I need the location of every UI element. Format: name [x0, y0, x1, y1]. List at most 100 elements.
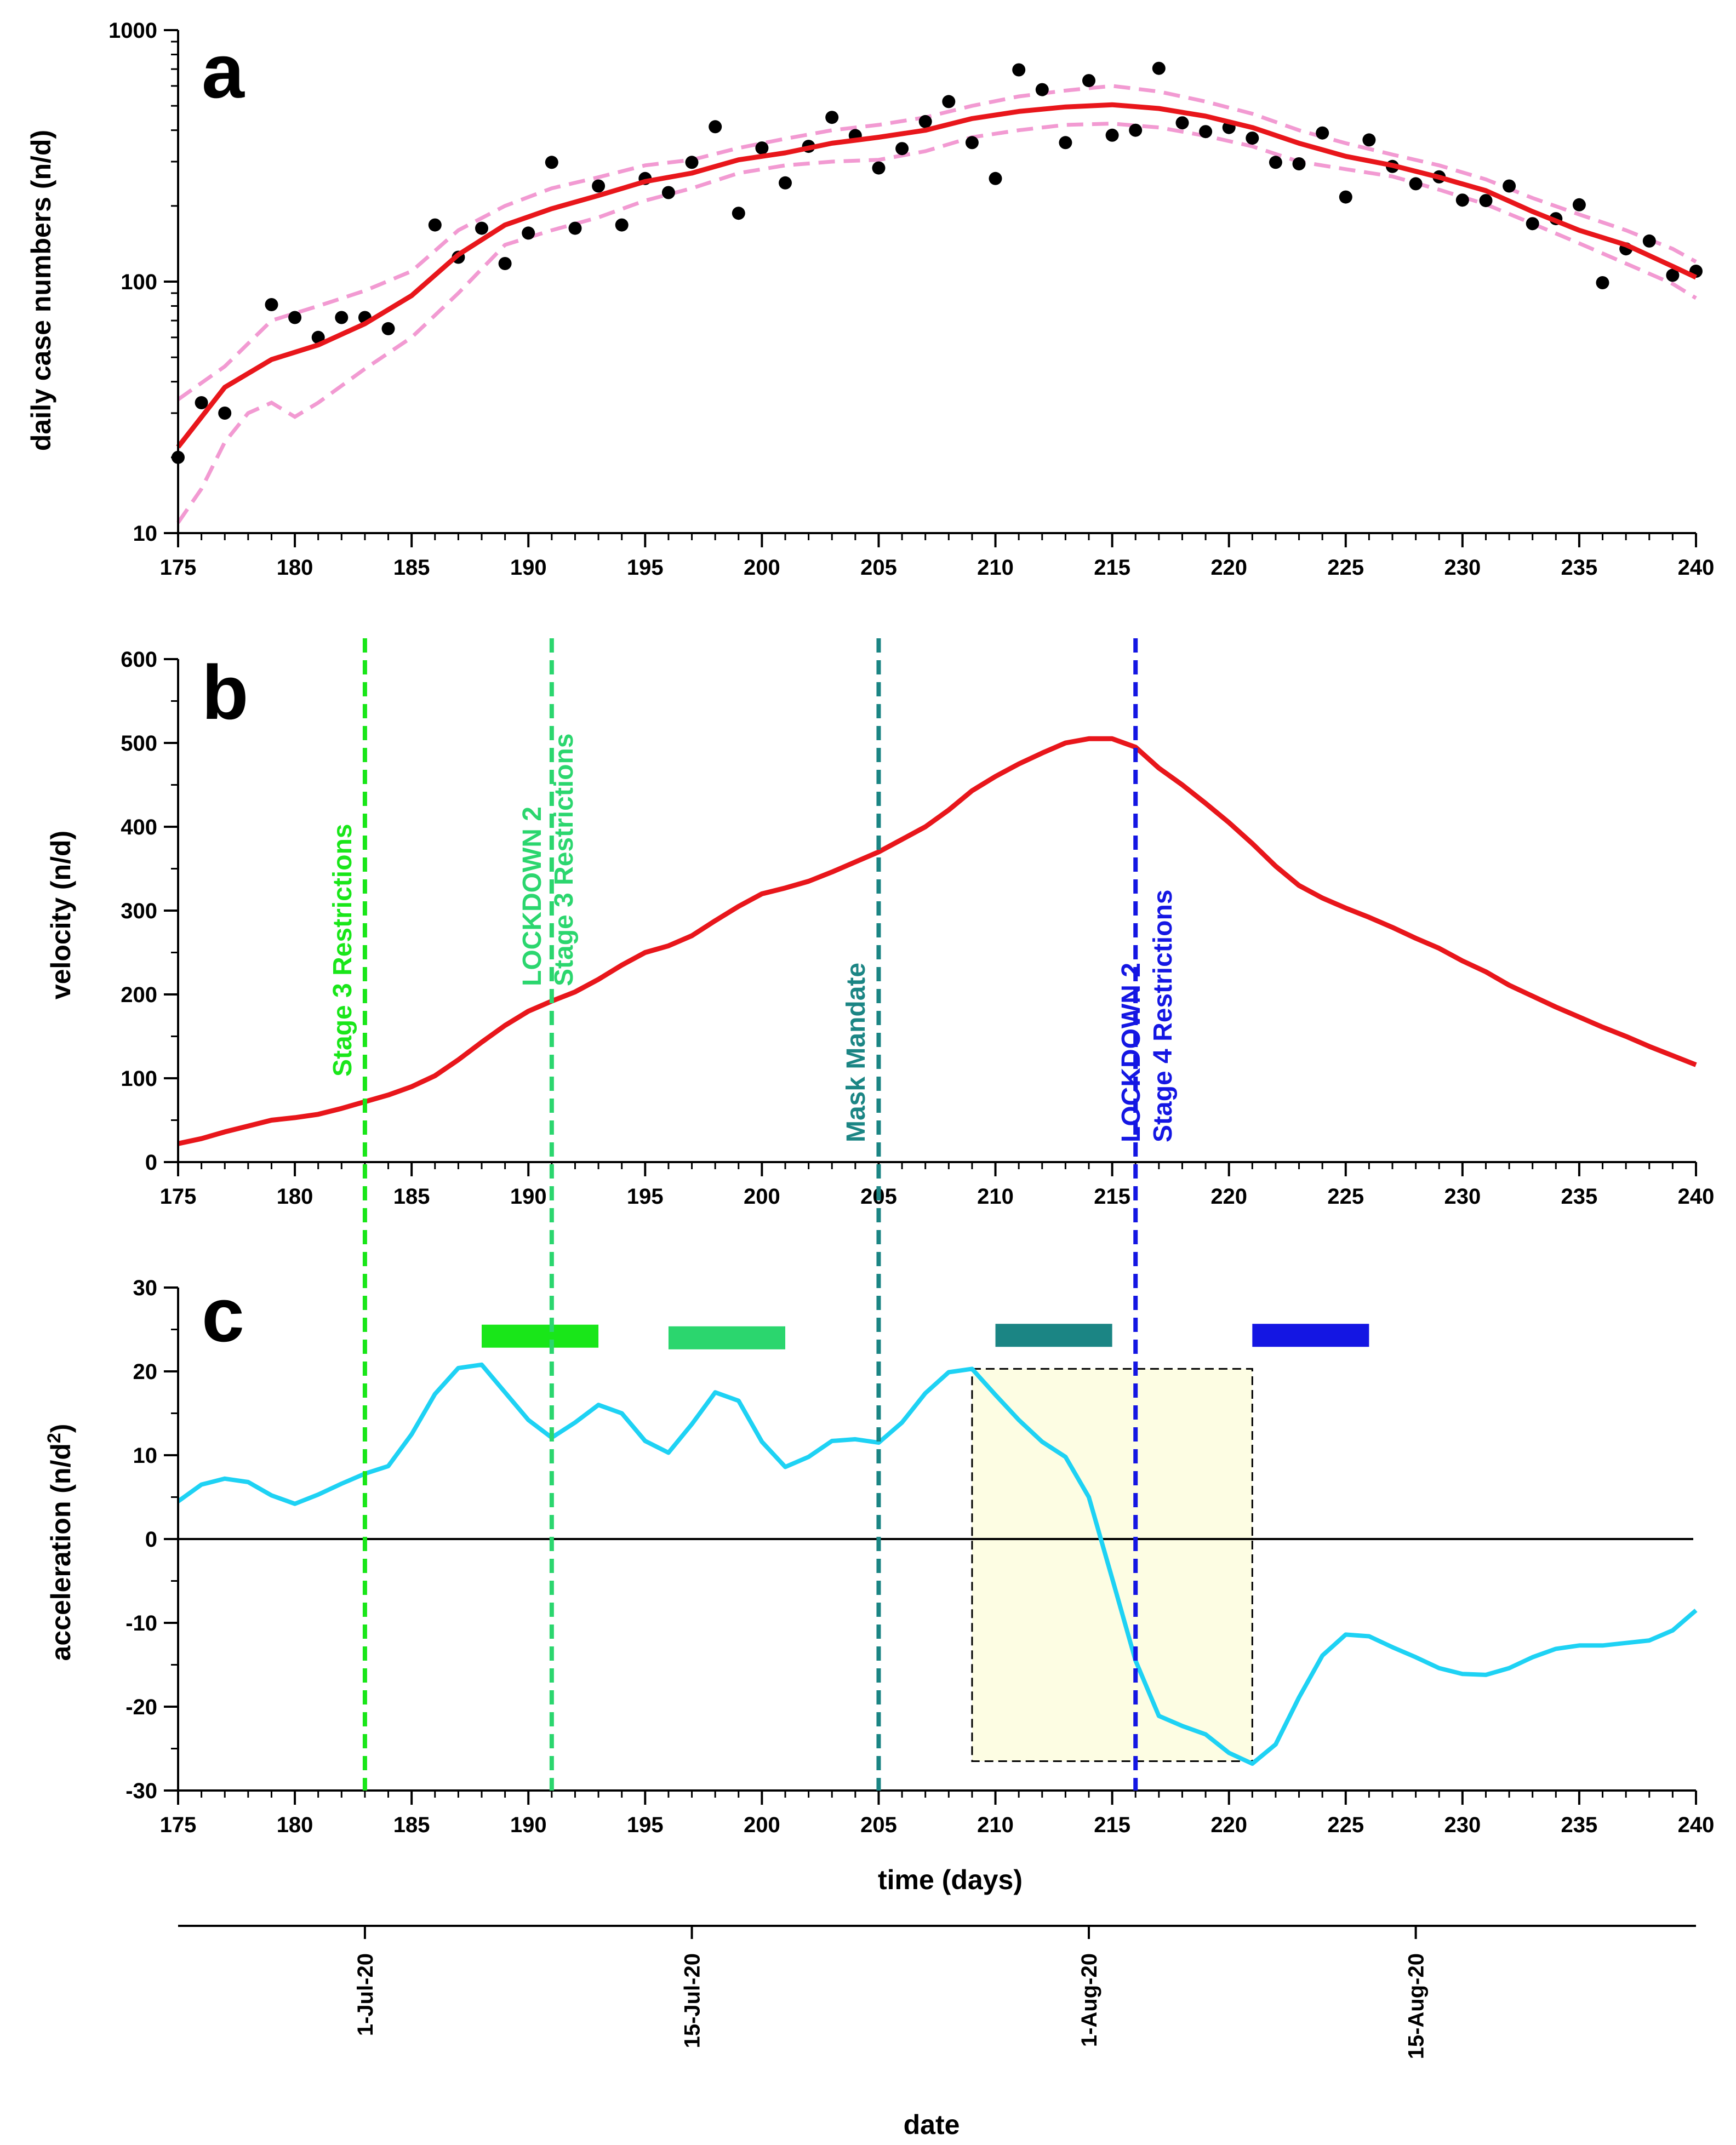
data-point: [1339, 190, 1352, 204]
panel-c-y-tick-label: 30: [133, 1276, 158, 1300]
panel-a-data-points: [172, 61, 1703, 464]
panel-b-x-tick-label: 210: [977, 1185, 1014, 1209]
data-point: [1572, 198, 1586, 211]
data-point: [709, 120, 722, 134]
data-point: [1666, 268, 1680, 282]
panel-c-axes: 175 180 185 190 195 200 205 210 215 220 225 230 235 2…: [125, 1276, 1714, 1837]
event-vertical-lines: [362, 638, 1138, 1791]
panel-c-acceleration-line: [176, 1362, 1698, 1766]
panel-a-x-tick-label: 200: [744, 556, 780, 580]
event-label-3: LOCKDOWN 2 Stage 4 Restrictions: [1117, 890, 1178, 1142]
duration-bar-stage4: [1252, 1324, 1369, 1347]
panel-b-y-tick-label: 600: [121, 648, 157, 672]
data-point: [942, 95, 956, 108]
panel-c-x-tick-label: 220: [1210, 1813, 1247, 1837]
event-label-line: Stage 4 Restrictions: [1149, 890, 1178, 1142]
data-point: [661, 186, 675, 199]
panel-c-x-tick-label: 215: [1094, 1813, 1130, 1837]
data-point: [1175, 116, 1189, 130]
panel-c-y-tick-label: -20: [125, 1695, 157, 1719]
panel-c: 175 180 185 190 195 200 205 210 215 220 225 230 235 2…: [44, 1272, 1714, 1895]
panel-a-x-tick-label: 180: [277, 556, 313, 580]
panel-a-ylabel: daily case numbers (n/d): [26, 130, 56, 451]
data-point: [1199, 125, 1213, 139]
data-point: [918, 115, 932, 128]
data-point: [1105, 128, 1119, 142]
data-point: [218, 407, 232, 420]
data-point: [498, 257, 512, 270]
data-point: [1012, 63, 1026, 77]
panel-a-x-tick-label: 215: [1094, 556, 1130, 580]
data-point: [265, 298, 278, 311]
panel-c-y-tick-label: 10: [133, 1444, 158, 1468]
data-point: [1129, 123, 1143, 137]
data-point: [288, 311, 302, 324]
panel-c-shaded-box: [971, 1368, 1253, 1762]
panel-b-x-tick-label: 240: [1678, 1185, 1715, 1209]
panel-b-x-tick-label: 225: [1327, 1185, 1364, 1209]
panel-a-x-tick-label: 175: [160, 556, 197, 580]
panel-b-ylabel: velocity (n/d): [45, 831, 76, 999]
date-tick-label: 1-Aug-20: [1077, 1953, 1101, 2047]
duration-bar-lockdown2_stage3: [668, 1326, 785, 1349]
panel-b-x-tick-label: 195: [627, 1185, 664, 1209]
panel-b-x-tick-label: 235: [1561, 1185, 1598, 1209]
panel-b-x-tick-label: 190: [510, 1185, 547, 1209]
data-point: [755, 141, 769, 155]
panel-c-x-tick-label: 240: [1678, 1813, 1715, 1837]
ci-upper-line: [176, 84, 1697, 401]
velocity-line: [178, 736, 1697, 1146]
data-point: [1152, 61, 1166, 75]
panel-a-x-tick-label: 195: [627, 556, 664, 580]
data-point: [989, 171, 1002, 185]
ci-lower-line: [176, 122, 1697, 524]
panel-c-ylabel-main: acceleration (n/d: [45, 1443, 76, 1661]
shaded-region-box: [971, 1368, 1253, 1762]
date-tick-label: 15-Aug-20: [1404, 1953, 1429, 2059]
data-point: [1269, 156, 1282, 169]
panel-b-y-tick-label: 0: [145, 1151, 157, 1175]
data-point: [615, 218, 629, 232]
data-point: [1409, 177, 1423, 191]
data-point: [1526, 217, 1539, 231]
data-point: [1596, 276, 1609, 289]
panel-c-x-tick-label: 185: [393, 1813, 430, 1837]
duration-bar-stage3: [482, 1324, 599, 1348]
panel-b-axes: 1751801851901952002052102152202252302352…: [121, 648, 1714, 1209]
panel-a-axes: 175 180 185 190 195 200 205 210 215 220 225 230 235 2…: [108, 19, 1714, 580]
acceleration-line: [176, 1362, 1698, 1766]
panel-b-velocity-line: [178, 736, 1697, 1146]
data-point: [965, 136, 979, 150]
data-point: [732, 207, 745, 220]
data-point: [1292, 157, 1306, 170]
panel-letter-a: a: [202, 28, 245, 114]
data-point: [195, 396, 208, 409]
panel-b-x-tick-label: 230: [1444, 1185, 1481, 1209]
panel-c-x-tick-label: 175: [160, 1813, 197, 1837]
data-point: [592, 179, 606, 193]
data-point: [1362, 133, 1376, 147]
panel-b-x-tick-label: 220: [1210, 1185, 1247, 1209]
panel-a-y-tick-label: 10: [133, 522, 158, 546]
panel-b: 1751801851901952002052102152202252302352…: [45, 648, 1714, 1209]
panel-a-x-tick-label: 205: [860, 556, 897, 580]
data-point: [1455, 193, 1469, 207]
panel-a-x-tick-label: 240: [1678, 556, 1715, 580]
panel-b-y-tick-label: 300: [121, 899, 157, 923]
data-point: [1035, 83, 1049, 96]
data-point: [1316, 126, 1329, 140]
panel-c-duration-bars: [482, 1324, 1369, 1349]
event-label-line: Mask Mandate: [842, 963, 871, 1142]
panel-b-x-tick-label: 185: [393, 1185, 430, 1209]
panel-c-y-tick-label: 0: [145, 1528, 157, 1552]
panel-b-y-tick-label: 500: [121, 731, 157, 756]
panel-c-x-tick-label: 205: [860, 1813, 897, 1837]
panel-a-confidence-bands: [176, 84, 1697, 524]
panel-c-ylabel: acceleration (n/d2): [44, 1424, 76, 1661]
panel-a: 175 180 185 190 195 200 205 210 215 220 225 230 235 2…: [26, 19, 1714, 580]
panel-a-x-tick-label: 210: [977, 556, 1014, 580]
panel-c-xlabel: time (days): [878, 1864, 1023, 1895]
panel-c-y-tick-label: -10: [125, 1611, 157, 1635]
data-point: [568, 221, 582, 235]
